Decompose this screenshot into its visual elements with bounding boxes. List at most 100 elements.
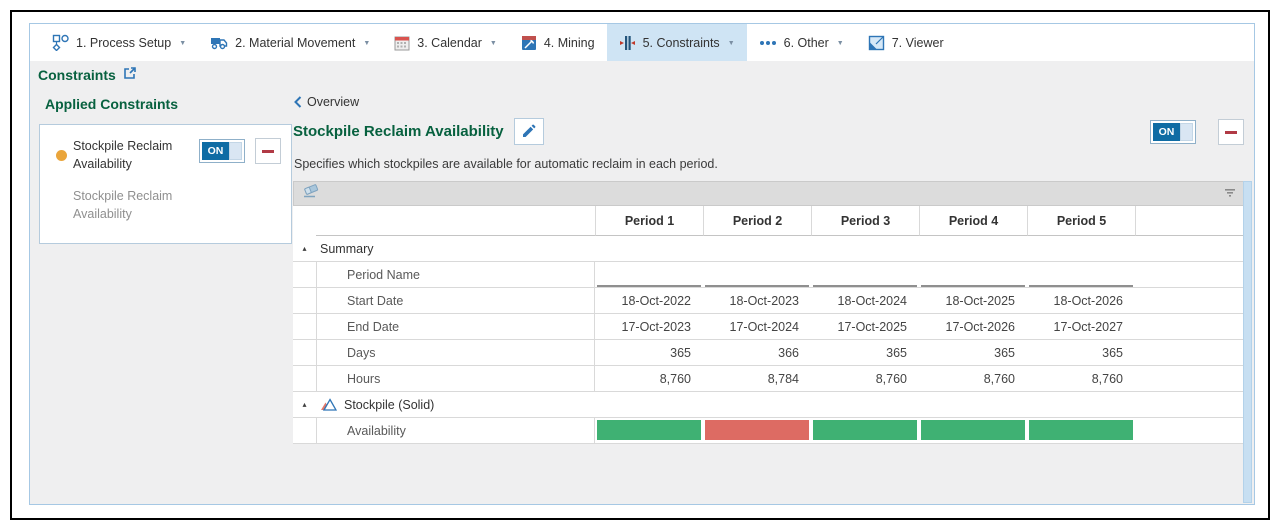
row-extra-cell [1135, 366, 1245, 392]
constraint-title: Stockpile Reclaim Availability [293, 123, 504, 140]
header-extra-cell [1135, 206, 1245, 236]
chevron-down-icon: ▼ [179, 40, 187, 47]
constraint-toggle[interactable]: ON [1150, 120, 1196, 144]
period-name-input[interactable] [1027, 262, 1135, 288]
period-name-input[interactable] [703, 262, 811, 288]
tab-process-setup[interactable]: 1. Process Setup ▼ [40, 24, 198, 61]
value-cell[interactable]: 17-Oct-2026 [919, 314, 1027, 340]
value-cell[interactable]: 18-Oct-2024 [811, 288, 919, 314]
value-cell[interactable]: 17-Oct-2023 [595, 314, 703, 340]
process-setup-icon [52, 34, 69, 51]
vertical-scrollbar[interactable] [1243, 181, 1252, 503]
group-row: ▴ Summary [293, 236, 1245, 262]
period-header[interactable]: Period 3 [811, 206, 919, 236]
value-cell[interactable]: 8,760 [1027, 366, 1135, 392]
open-external-icon[interactable] [123, 66, 137, 83]
availability-state-on [921, 420, 1025, 440]
group-label-text: Summary [320, 241, 374, 256]
period-header[interactable]: Period 2 [703, 206, 811, 236]
availability-cell[interactable] [595, 418, 703, 444]
value-cell[interactable]: 8,760 [811, 366, 919, 392]
table-row: Days 365 366 365 365 365 [293, 340, 1245, 366]
mining-icon [521, 35, 537, 51]
collapse-arrow-icon[interactable]: ▴ [293, 392, 316, 418]
row-indent-cell [293, 366, 316, 392]
tab-label: 5. Constraints [642, 35, 720, 50]
tab-label: 3. Calendar [417, 35, 482, 50]
value-cell[interactable]: 8,760 [595, 366, 703, 392]
overview-back-link[interactable]: Overview [294, 95, 359, 109]
period-header[interactable]: Period 1 [595, 206, 703, 236]
main-toolbar: 1. Process Setup ▼ 2. Material Movement ▼ 3.… [30, 24, 1254, 61]
header-corner-cell [293, 206, 316, 236]
period-name-input[interactable] [919, 262, 1027, 288]
period-name-input[interactable] [811, 262, 919, 288]
table-row: Start Date 18-Oct-2022 18-Oct-2023 18-Oct-2… [293, 288, 1245, 314]
availability-cell[interactable] [919, 418, 1027, 444]
eraser-icon[interactable] [302, 183, 320, 204]
chevron-down-icon: ▼ [363, 40, 371, 47]
row-extra-cell [1135, 314, 1245, 340]
value-cell[interactable]: 18-Oct-2023 [703, 288, 811, 314]
calendar-icon [394, 35, 410, 51]
value-cell[interactable]: 18-Oct-2022 [595, 288, 703, 314]
period-name-input[interactable] [595, 262, 703, 288]
row-indent-cell [293, 262, 316, 288]
tab-other[interactable]: 6. Other ▼ [747, 24, 856, 61]
collapse-arrow-icon[interactable]: ▴ [293, 236, 316, 262]
chevron-down-icon: ▼ [836, 40, 844, 47]
availability-state-off [705, 420, 809, 440]
minus-icon [262, 149, 274, 153]
value-cell[interactable]: 8,784 [703, 366, 811, 392]
table-row: Hours 8,760 8,784 8,760 8,760 8,760 [293, 366, 1245, 392]
table-row: Availability [293, 418, 1245, 444]
constraint-card-toggle[interactable]: ON [199, 139, 245, 163]
tab-viewer[interactable]: 7. Viewer [856, 24, 956, 61]
tab-label: 6. Other [783, 35, 829, 50]
tab-calendar[interactable]: 3. Calendar ▼ [382, 24, 509, 61]
input-underline [1029, 285, 1133, 287]
row-indent-cell [293, 340, 316, 366]
row-label: Start Date [316, 288, 595, 314]
input-underline [597, 285, 701, 287]
constraint-card[interactable]: Stockpile Reclaim Availability ON Stockp… [39, 124, 292, 244]
value-cell[interactable]: 365 [1027, 340, 1135, 366]
app-panel: 1. Process Setup ▼ 2. Material Movement ▼ 3.… [29, 23, 1255, 505]
chevron-down-icon: ▼ [727, 40, 735, 47]
value-cell[interactable]: 17-Oct-2025 [811, 314, 919, 340]
value-cell[interactable]: 8,760 [919, 366, 1027, 392]
tab-mining[interactable]: 4. Mining [509, 24, 607, 61]
minus-icon [1225, 130, 1237, 134]
value-cell[interactable]: 18-Oct-2026 [1027, 288, 1135, 314]
value-cell[interactable]: 18-Oct-2025 [919, 288, 1027, 314]
period-header[interactable]: Period 4 [919, 206, 1027, 236]
tab-label: 1. Process Setup [76, 35, 172, 50]
value-cell[interactable]: 17-Oct-2024 [703, 314, 811, 340]
value-cell[interactable]: 365 [919, 340, 1027, 366]
overview-back-label: Overview [307, 95, 360, 109]
viewer-icon [868, 35, 885, 51]
filter-icon[interactable] [1224, 185, 1236, 203]
page-title-label: Constraints [38, 66, 116, 83]
availability-cell[interactable] [1027, 418, 1135, 444]
availability-state-on [1029, 420, 1133, 440]
chevron-down-icon: ▼ [489, 40, 497, 47]
value-cell[interactable]: 365 [595, 340, 703, 366]
remove-button[interactable] [1218, 119, 1244, 145]
availability-cell[interactable] [703, 418, 811, 444]
pencil-icon [523, 124, 536, 137]
toggle-track [229, 142, 242, 160]
value-cell[interactable]: 366 [703, 340, 811, 366]
availability-cell[interactable] [811, 418, 919, 444]
edit-constraint-button[interactable] [513, 118, 544, 145]
tab-constraints[interactable]: 5. Constraints ▼ [606, 24, 747, 61]
grid-toolbar [293, 181, 1245, 206]
period-header[interactable]: Period 5 [1027, 206, 1135, 236]
material-movement-icon [210, 35, 228, 50]
value-cell[interactable]: 365 [811, 340, 919, 366]
ellipsis-icon [759, 40, 777, 46]
tab-material-movement[interactable]: 2. Material Movement ▼ [198, 24, 382, 61]
row-indent-cell [293, 314, 316, 340]
value-cell[interactable]: 17-Oct-2027 [1027, 314, 1135, 340]
remove-constraint-button[interactable] [255, 138, 281, 164]
